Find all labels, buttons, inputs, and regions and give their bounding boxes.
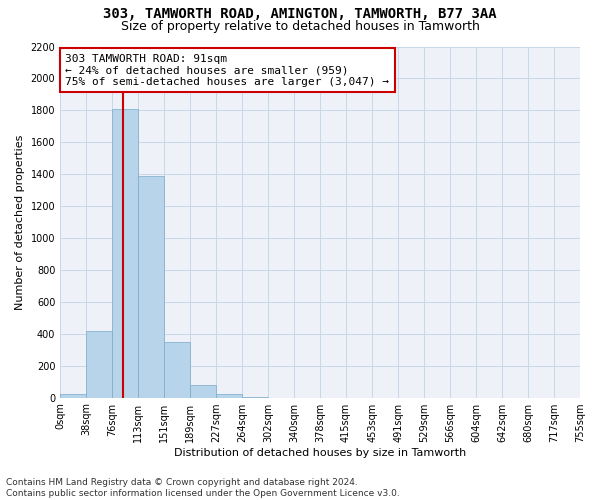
Text: Contains HM Land Registry data © Crown copyright and database right 2024.
Contai: Contains HM Land Registry data © Crown c…: [6, 478, 400, 498]
Bar: [217, 394, 242, 398]
Bar: [138, 176, 164, 398]
Text: Size of property relative to detached houses in Tamworth: Size of property relative to detached ho…: [121, 20, 479, 33]
Text: 303 TAMWORTH ROAD: 91sqm
← 24% of detached houses are smaller (959)
75% of semi-: 303 TAMWORTH ROAD: 91sqm ← 24% of detach…: [65, 54, 389, 86]
Text: 303, TAMWORTH ROAD, AMINGTON, TAMWORTH, B77 3AA: 303, TAMWORTH ROAD, AMINGTON, TAMWORTH, …: [103, 8, 497, 22]
Bar: [112, 108, 138, 398]
Bar: [86, 330, 112, 398]
Bar: [242, 397, 268, 398]
Bar: [190, 385, 217, 398]
Y-axis label: Number of detached properties: Number of detached properties: [15, 134, 25, 310]
Bar: [60, 394, 86, 398]
Bar: [164, 342, 190, 398]
X-axis label: Distribution of detached houses by size in Tamworth: Distribution of detached houses by size …: [174, 448, 466, 458]
